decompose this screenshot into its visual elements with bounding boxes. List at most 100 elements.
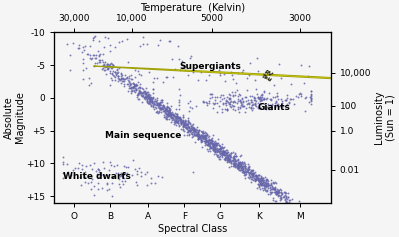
Point (225, 154, 231, 157)
Point (228, 151, 234, 155)
Point (205, 142, 211, 146)
Point (251, 103, 258, 107)
Point (235, 162, 241, 166)
Point (243, 95, 249, 99)
Point (158, 106, 164, 110)
Point (267, 183, 274, 187)
Point (156, 110, 162, 114)
Point (104, 65, 111, 69)
Point (133, 180, 139, 184)
Point (173, 114, 179, 118)
Point (221, 153, 227, 157)
Point (223, 153, 230, 156)
Point (163, 113, 170, 117)
Point (172, 112, 179, 116)
Point (206, 144, 212, 148)
Point (168, 115, 174, 118)
Point (149, 100, 156, 104)
Point (148, 96, 155, 100)
Point (198, 134, 205, 137)
Point (144, 99, 150, 102)
Point (235, 163, 241, 167)
Point (134, 169, 140, 173)
Point (144, 95, 151, 99)
Point (210, 143, 216, 147)
Point (282, 190, 288, 194)
Point (159, 106, 165, 109)
Point (175, 119, 181, 123)
Point (213, 143, 219, 147)
Point (187, 105, 194, 109)
Point (284, 96, 290, 100)
Point (163, 117, 170, 121)
Point (222, 158, 229, 162)
Point (121, 84, 127, 88)
Point (152, 98, 158, 101)
Point (246, 171, 253, 174)
Point (224, 95, 230, 99)
Point (278, 97, 284, 100)
Point (97, 52, 103, 56)
Point (253, 173, 259, 176)
Point (138, 93, 144, 96)
Point (117, 174, 123, 178)
Point (213, 153, 219, 156)
Point (239, 97, 245, 101)
Point (207, 143, 213, 147)
Point (264, 105, 271, 109)
Point (205, 147, 212, 151)
Point (147, 99, 153, 102)
Point (255, 177, 262, 181)
Point (265, 192, 272, 196)
Point (275, 193, 281, 196)
Point (270, 188, 276, 191)
Point (166, 114, 172, 118)
Point (172, 119, 178, 123)
Point (114, 163, 120, 167)
Point (178, 120, 185, 124)
Point (209, 143, 216, 147)
Point (150, 105, 156, 109)
Point (261, 97, 267, 101)
Point (91, 56, 98, 59)
Point (249, 94, 255, 98)
Point (145, 95, 151, 99)
Point (235, 94, 241, 98)
Point (246, 176, 252, 179)
Point (252, 98, 258, 102)
Point (166, 117, 172, 121)
Point (242, 109, 249, 113)
Point (260, 181, 266, 185)
Point (212, 144, 219, 147)
Point (75, 166, 81, 170)
Point (180, 127, 186, 131)
Point (146, 95, 152, 99)
Point (119, 39, 125, 43)
Point (186, 120, 192, 124)
Point (225, 157, 231, 161)
Point (122, 76, 129, 80)
Point (244, 76, 250, 80)
Point (206, 99, 213, 102)
Point (212, 142, 218, 146)
Point (219, 110, 225, 114)
Point (156, 100, 163, 104)
Point (221, 149, 227, 153)
Point (279, 99, 285, 103)
Point (214, 101, 220, 105)
Point (219, 149, 226, 153)
Point (176, 116, 182, 119)
Point (250, 174, 257, 178)
Point (196, 136, 203, 140)
Point (166, 109, 173, 112)
Point (199, 136, 205, 139)
Point (166, 106, 172, 110)
Point (223, 155, 229, 159)
Point (138, 73, 144, 77)
Point (233, 162, 239, 165)
Point (267, 186, 273, 190)
Point (219, 148, 226, 152)
Point (227, 96, 233, 100)
Point (262, 181, 268, 184)
Point (261, 96, 267, 100)
